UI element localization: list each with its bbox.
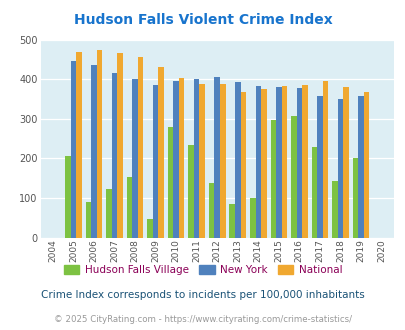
Bar [352, 158, 357, 238]
Bar [70, 61, 76, 238]
Bar [240, 92, 245, 238]
Bar [188, 145, 194, 238]
Text: Hudson Falls Violent Crime Index: Hudson Falls Violent Crime Index [73, 13, 332, 27]
Bar [85, 202, 91, 238]
Bar [301, 85, 307, 238]
Text: Crime Index corresponds to incidents per 100,000 inhabitants: Crime Index corresponds to incidents per… [41, 290, 364, 300]
Bar [76, 52, 81, 238]
Bar [65, 156, 70, 238]
Bar [194, 79, 199, 238]
Bar [255, 86, 260, 238]
Bar [111, 73, 117, 238]
Bar [234, 82, 240, 238]
Bar [152, 85, 158, 238]
Bar [337, 99, 342, 238]
Bar [126, 178, 132, 238]
Bar [132, 79, 138, 238]
Bar [275, 87, 281, 238]
Bar [260, 89, 266, 238]
Bar [229, 204, 234, 238]
Bar [179, 78, 184, 238]
Bar [290, 116, 296, 238]
Bar [342, 87, 348, 238]
Bar [138, 57, 143, 238]
Bar [214, 77, 220, 238]
Bar [147, 218, 152, 238]
Bar [316, 96, 322, 238]
Bar [173, 81, 179, 238]
Bar [209, 183, 214, 238]
Bar [249, 198, 255, 238]
Bar [158, 67, 164, 238]
Bar [270, 120, 275, 238]
Bar [106, 189, 111, 238]
Bar [281, 86, 286, 238]
Bar [311, 147, 316, 238]
Bar [91, 65, 96, 238]
Bar [199, 84, 205, 238]
Bar [220, 84, 225, 238]
Bar [167, 127, 173, 238]
Bar [117, 53, 123, 238]
Text: © 2025 CityRating.com - https://www.cityrating.com/crime-statistics/: © 2025 CityRating.com - https://www.city… [54, 315, 351, 324]
Bar [322, 81, 327, 238]
Bar [357, 96, 363, 238]
Bar [363, 92, 369, 238]
Bar [331, 181, 337, 238]
Bar [296, 88, 301, 238]
Bar [96, 50, 102, 238]
Legend: Hudson Falls Village, New York, National: Hudson Falls Village, New York, National [60, 261, 345, 279]
